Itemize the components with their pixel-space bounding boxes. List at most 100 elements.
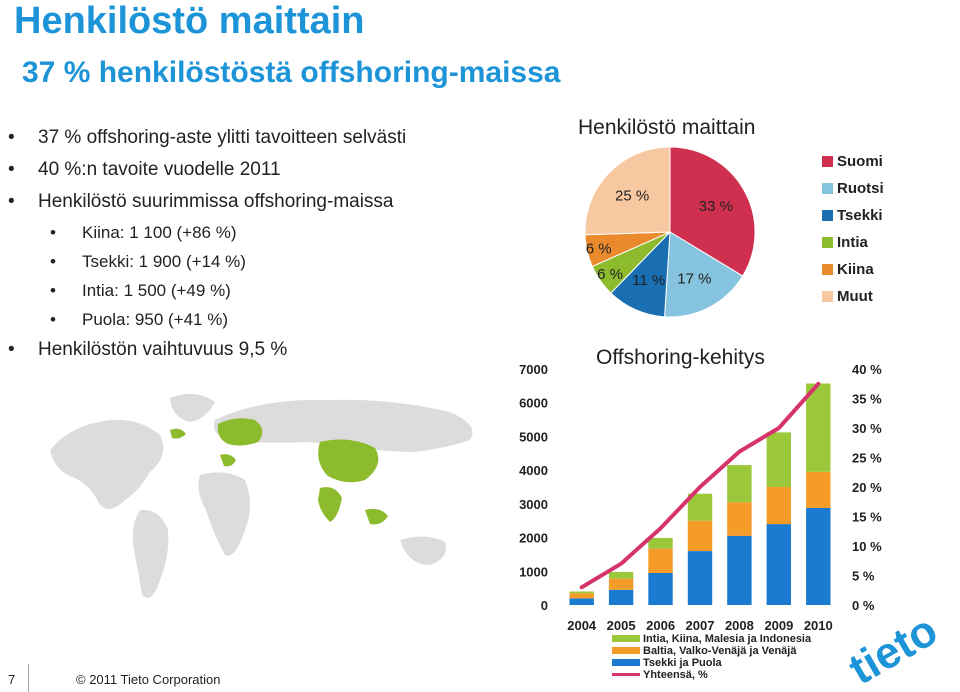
bar-segment xyxy=(687,551,713,605)
bar-segment xyxy=(569,598,594,605)
legend-label: Yhteensä, % xyxy=(643,669,708,681)
y2-tick-label: 0 % xyxy=(852,598,875,613)
logo-text: tieto xyxy=(841,605,946,692)
pie-slice-label: 17 % xyxy=(677,271,711,288)
bar-segment xyxy=(727,502,752,536)
bullet-list: 37 % offshoring-aste ylitti tavoitteen s… xyxy=(0,122,520,366)
bar-segment xyxy=(648,548,673,573)
bar-legend-item: Baltia, Valko-Venäjä ja Venäjä xyxy=(612,645,811,657)
legend-item-tsekki: Tsekki xyxy=(822,206,884,233)
y2-tick-label: 15 % xyxy=(852,510,882,525)
legend-label: Tsekki xyxy=(837,207,883,224)
bar-segment xyxy=(569,593,594,599)
pie-slice-label: 25 % xyxy=(615,187,649,204)
pie-slice-suomi xyxy=(669,146,756,277)
bar-segment xyxy=(608,578,634,590)
bar-chart: 0 1000 2000 3000 4000 5000 6000 7000 0 % 5 % 10 % 1… xyxy=(519,362,882,633)
legend-swatch xyxy=(822,237,833,248)
bullet-item: Henkilöstö suurimmissa offshoring-maissa xyxy=(0,186,520,218)
bar-segment xyxy=(727,535,752,605)
page-number: 7 xyxy=(8,672,16,687)
legend-swatch xyxy=(822,210,833,221)
pie-slice-label: 6 % xyxy=(597,266,623,283)
legend-label: Tsekki ja Puola xyxy=(643,657,722,669)
bar-legend-item: Intia, Kiina, Malesia ja Indonesia xyxy=(612,633,811,645)
bar-legend-item: Tsekki ja Puola xyxy=(612,657,811,669)
x-tick-label: 2007 xyxy=(686,618,715,633)
legend-swatch xyxy=(822,156,833,167)
legend-swatch xyxy=(822,183,833,194)
pie-chart: 33 % 17 % 11 % 6 % 6 % 25 % xyxy=(584,146,756,318)
legend-label: Intia xyxy=(837,234,868,251)
y-tick-label: 6000 xyxy=(519,396,548,411)
legend-line-swatch xyxy=(612,673,640,676)
pie-slice-ruotsi xyxy=(664,231,744,318)
y-tick-label: 1000 xyxy=(519,564,548,579)
y2-tick-label: 25 % xyxy=(852,451,882,466)
footer-copyright: © 2011 Tieto Corporation xyxy=(76,672,221,687)
bullet-item: Henkilöstön vaihtuvuus 9,5 % xyxy=(0,334,520,366)
page-title: Henkilöstö maittain xyxy=(14,0,365,42)
bar-segment xyxy=(766,432,791,487)
pie-slice-label: 11 % xyxy=(632,272,665,289)
legend-item-kiina: Kiina xyxy=(822,260,884,287)
page-subtitle: 37 % henkilöstöstä offshoring-maissa xyxy=(22,56,561,89)
bar-segment xyxy=(806,507,831,605)
bar-legend: Intia, Kiina, Malesia ja Indonesia Balti… xyxy=(612,633,811,681)
legend-item-muut: Muut xyxy=(822,287,884,314)
y2-tick-label: 35 % xyxy=(852,392,882,407)
legend-swatch xyxy=(822,264,833,275)
sub-bullet-item: Kiina: 1 100 (+86 %) xyxy=(0,218,520,247)
y2-tick-label: 5 % xyxy=(852,569,875,584)
bar-segment xyxy=(766,487,791,525)
bar-segment xyxy=(608,572,634,579)
x-tick-label: 2004 xyxy=(567,618,597,633)
y-tick-label: 2000 xyxy=(519,531,548,546)
bar-segment xyxy=(727,465,752,503)
y2-tick-label: 40 % xyxy=(852,362,882,377)
bar-segment xyxy=(608,589,634,605)
pie-slice-muut xyxy=(584,146,671,236)
y2-tick-label: 20 % xyxy=(852,480,882,495)
x-tick-label: 2006 xyxy=(646,618,675,633)
legend-label: Muut xyxy=(837,288,873,305)
x-tick-label: 2009 xyxy=(764,618,793,633)
sub-bullet-item: Intia: 1 500 (+49 %) xyxy=(0,276,520,305)
legend-label: Ruotsi xyxy=(837,180,884,197)
bullet-item: 40 %:n tavoite vuodelle 2011 xyxy=(0,154,520,186)
legend-label: Kiina xyxy=(837,261,874,278)
bar-legend-item: Yhteensä, % xyxy=(612,669,811,681)
y-tick-label: 4000 xyxy=(519,463,548,478)
footer-divider xyxy=(28,664,29,692)
y-tick-label: 5000 xyxy=(519,429,548,444)
legend-swatch xyxy=(822,291,833,302)
pie-slice-label: 6 % xyxy=(586,240,612,257)
bar-segment xyxy=(569,591,594,594)
bar-segment xyxy=(806,383,831,472)
y2-tick-label: 10 % xyxy=(852,539,882,554)
line-series-yhteensa xyxy=(579,381,821,590)
tieto-logo-icon: tieto xyxy=(841,605,946,692)
pie-chart-title: Henkilöstö maittain xyxy=(578,116,756,139)
y-tick-label: 3000 xyxy=(519,497,548,512)
legend-item-suomi: Suomi xyxy=(822,152,884,179)
bar-segment xyxy=(766,524,791,605)
legend-label: Intia, Kiina, Malesia ja Indonesia xyxy=(643,633,812,645)
legend-label: Suomi xyxy=(837,153,883,170)
x-tick-label: 2008 xyxy=(725,618,754,633)
world-map-icon xyxy=(50,393,473,598)
legend-swatch xyxy=(612,659,640,666)
sub-bullet-item: Puola: 950 (+41 %) xyxy=(0,305,520,334)
x-tick-label: 2005 xyxy=(607,618,636,633)
bar-segment xyxy=(806,471,831,508)
sub-bullet-item: Tsekki: 1 900 (+14 %) xyxy=(0,247,520,276)
y-tick-label: 7000 xyxy=(519,362,548,377)
bullet-item: 37 % offshoring-aste ylitti tavoitteen s… xyxy=(0,122,520,154)
bar-segment xyxy=(687,520,713,551)
pie-legend: Suomi Ruotsi Tsekki Intia Kiina Muut xyxy=(822,152,884,314)
legend-swatch xyxy=(612,647,640,654)
bar-chart-title: Offshoring-kehitys xyxy=(596,346,765,369)
legend-item-intia: Intia xyxy=(822,233,884,260)
legend-item-ruotsi: Ruotsi xyxy=(822,179,884,206)
bar-segment xyxy=(648,573,673,605)
